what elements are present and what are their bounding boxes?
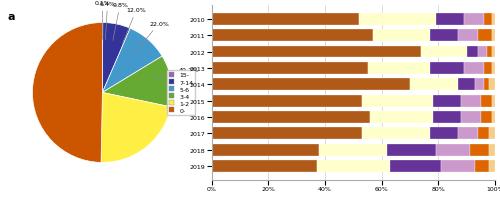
Bar (441, 160, 475, 172)
Bar (464, 14, 483, 26)
Bar (362, 128, 430, 140)
Bar (492, 14, 495, 26)
Bar (481, 112, 492, 123)
Legend: 15-, 7-14, 5-6, 3-4, 1-2, 0-: 15-, 7-14, 5-6, 3-4, 1-2, 0- (166, 71, 195, 115)
Bar (481, 95, 492, 107)
Bar (430, 30, 458, 42)
Bar (212, 79, 410, 91)
Bar (212, 14, 359, 26)
Bar (373, 30, 430, 42)
Bar (212, 30, 373, 42)
Bar (362, 95, 432, 107)
Bar (492, 63, 495, 74)
Bar (490, 79, 495, 91)
Wedge shape (102, 29, 162, 93)
Bar (430, 63, 464, 74)
Bar (212, 112, 370, 123)
Wedge shape (32, 23, 102, 163)
Bar (492, 46, 495, 58)
Bar (492, 95, 495, 107)
Bar (212, 160, 316, 172)
Bar (458, 128, 478, 140)
Bar (486, 46, 492, 58)
Bar (432, 112, 461, 123)
Bar (212, 63, 368, 74)
Bar (461, 112, 481, 123)
Bar (484, 79, 490, 91)
Bar (478, 128, 490, 140)
Bar (410, 79, 458, 91)
Bar (475, 160, 490, 172)
Bar (432, 95, 461, 107)
Text: 49.7%: 49.7% (154, 68, 199, 79)
Text: 22.0%: 22.0% (136, 22, 169, 52)
Bar (466, 46, 478, 58)
Bar (490, 128, 495, 140)
Wedge shape (101, 93, 171, 163)
Bar (368, 63, 430, 74)
Text: 6.4%: 6.4% (100, 2, 116, 40)
Text: a: a (8, 12, 16, 22)
Bar (492, 112, 495, 123)
Bar (490, 160, 495, 172)
Bar (212, 95, 362, 107)
Wedge shape (102, 23, 130, 93)
Bar (478, 46, 486, 58)
Bar (478, 30, 492, 42)
Bar (212, 144, 320, 156)
Bar (492, 30, 495, 42)
Bar (388, 144, 436, 156)
Text: 9.8%: 9.8% (112, 3, 128, 41)
Text: 12.0%: 12.0% (122, 8, 146, 44)
Bar (212, 128, 362, 140)
Bar (430, 128, 458, 140)
Bar (490, 144, 495, 156)
Bar (316, 160, 390, 172)
Bar (484, 14, 492, 26)
Bar (475, 79, 484, 91)
Bar (458, 30, 478, 42)
Text: 0.1%: 0.1% (94, 1, 110, 40)
Bar (464, 63, 483, 74)
Wedge shape (102, 57, 172, 107)
Bar (390, 160, 441, 172)
Bar (320, 144, 388, 156)
Bar (484, 63, 492, 74)
Text: b: b (189, 0, 197, 1)
Bar (422, 46, 467, 58)
Bar (458, 79, 475, 91)
Bar (470, 144, 490, 156)
Bar (461, 95, 481, 107)
Bar (212, 46, 422, 58)
Bar (436, 14, 464, 26)
Bar (359, 14, 436, 26)
Bar (436, 144, 470, 156)
Bar (370, 112, 432, 123)
